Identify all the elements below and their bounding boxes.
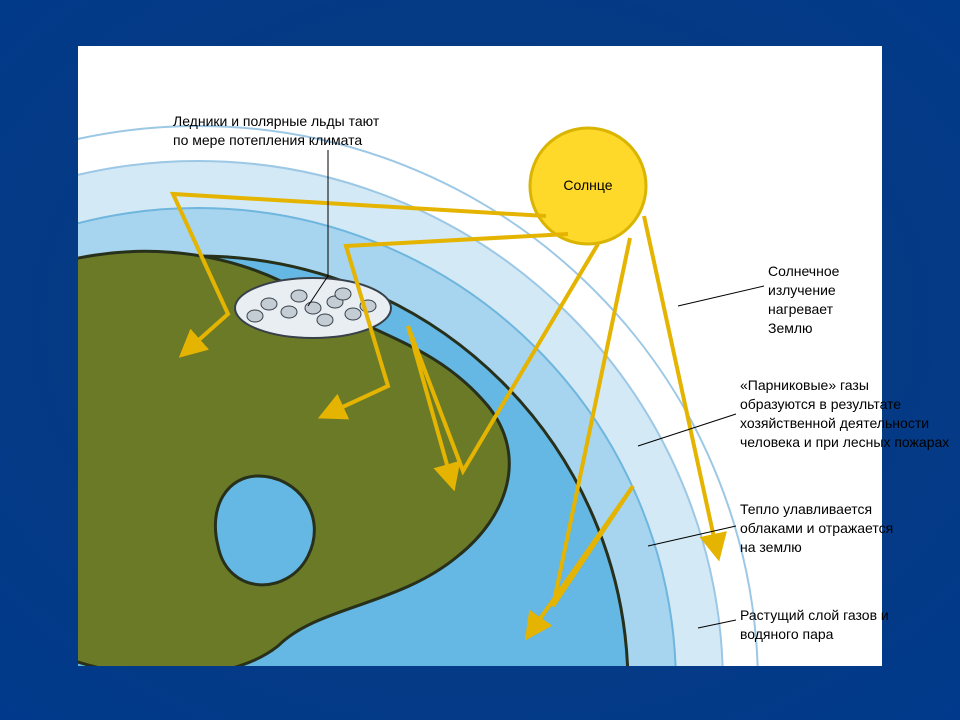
callout-ice-text: Ледники и полярные льды тают по мере пот… — [173, 112, 379, 150]
callout-line-solar — [678, 286, 764, 306]
callout-heat-text: Тепло улавливается облаками и отражается… — [740, 500, 893, 557]
slide-root: Солнце Ледники и полярные льды тают по м… — [0, 0, 960, 720]
callout-layer-text: Растущий слой газов и водяного пара — [740, 606, 889, 644]
sun-label: Солнце — [558, 176, 618, 195]
callout-gases-text: «Парниковые» газы образуются в результат… — [740, 376, 949, 452]
callout-solar-text: Солнечное излучение нагревает Землю — [768, 262, 839, 338]
